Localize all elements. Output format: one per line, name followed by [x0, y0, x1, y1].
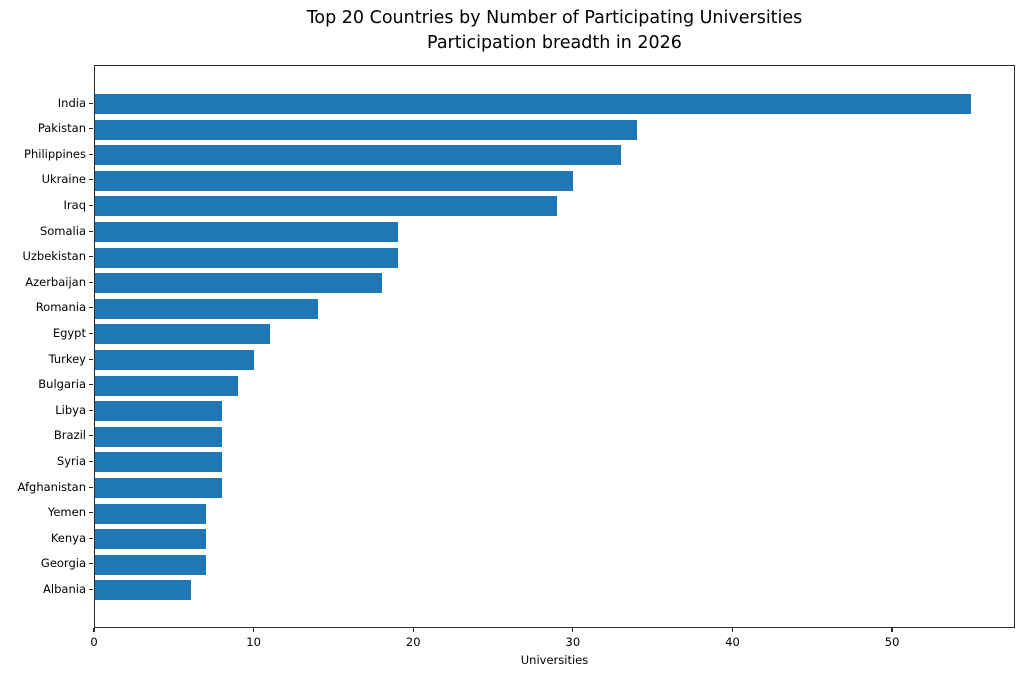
ytick-label-afghanistan: Afghanistan [17, 479, 86, 494]
bar-afghanistan [95, 478, 223, 498]
bar-somalia [95, 222, 398, 242]
bar-georgia [95, 554, 207, 575]
ytick-mark-india [89, 102, 93, 104]
chart-title-block: Top 20 Countries by Number of Participat… [94, 6, 1015, 56]
ytick-label-india: India [57, 95, 86, 110]
ytick-mark-georgia [89, 563, 93, 565]
plot-area [94, 65, 1015, 628]
ytick-mark-azerbaijan [89, 281, 93, 283]
ytick-label-brazil: Brazil [53, 428, 86, 443]
ytick-mark-iraq [89, 204, 93, 207]
bar-ukraine [95, 170, 573, 191]
bar-yemen [95, 503, 207, 524]
xtick-label-0: 0 [90, 635, 98, 649]
ytick-mark-libya [89, 409, 93, 411]
xtick-mark-30 [572, 628, 574, 632]
ytick-mark-afghanistan [89, 486, 93, 488]
bar-albania [95, 580, 191, 601]
ytick-label-kenya: Kenya [50, 530, 86, 545]
bar-romania [95, 298, 318, 319]
bar-libya [95, 401, 223, 422]
xtick-label-40: 40 [725, 635, 740, 649]
bar-syria [95, 452, 223, 473]
chart-title: Top 20 Countries by Number of Participat… [306, 8, 803, 28]
ytick-mark-somalia [89, 230, 93, 232]
xtick-mark-20 [412, 628, 414, 632]
bar-pakistan [95, 119, 637, 140]
bar-philippines [95, 145, 621, 166]
ytick-label-libya: Libya [55, 402, 86, 417]
ytick-label-syria: Syria [56, 453, 86, 468]
xtick-mark-10 [253, 628, 255, 632]
xtick-mark-50 [891, 628, 893, 632]
bar-uzbekistan [95, 247, 398, 268]
ytick-mark-pakistan [89, 128, 93, 130]
ytick-mark-yemen [89, 512, 93, 514]
ytick-mark-syria [89, 460, 93, 463]
bar-turkey [95, 350, 255, 370]
ytick-mark-kenya [89, 537, 93, 539]
xtick-mark-40 [731, 628, 734, 632]
ytick-mark-turkey [89, 358, 93, 360]
ytick-label-turkey: Turkey [48, 351, 86, 366]
ytick-label-albania: Albania [43, 581, 86, 596]
xtick-mark-0 [93, 628, 95, 632]
ytick-label-somalia: Somalia [39, 223, 86, 238]
xtick-label-20: 20 [405, 635, 421, 649]
chart-subtitle: Participation breadth in 2026 [427, 33, 682, 53]
ytick-label-philippines: Philippines [24, 146, 86, 161]
ytick-mark-egypt [89, 332, 93, 335]
bar-iraq [95, 196, 557, 217]
ytick-mark-ukraine [89, 179, 93, 181]
ytick-mark-albania [89, 588, 93, 591]
ytick-label-bulgaria: Bulgaria [38, 377, 86, 392]
ytick-mark-romania [89, 307, 93, 309]
xtick-label-30: 30 [565, 635, 581, 649]
ytick-mark-bulgaria [89, 384, 93, 386]
ytick-mark-uzbekistan [89, 256, 93, 258]
xtick-label-10: 10 [246, 635, 261, 649]
bar-egypt [95, 324, 271, 345]
x-axis-label: Universities [520, 653, 589, 667]
ytick-mark-philippines [89, 153, 93, 155]
ytick-mark-brazil [89, 435, 93, 437]
bar-india [95, 94, 971, 114]
bar-bulgaria [95, 375, 239, 396]
ytick-label-iraq: Iraq [63, 197, 86, 212]
bar-kenya [95, 529, 207, 550]
ytick-label-egypt: Egypt [52, 325, 86, 340]
ytick-label-uzbekistan: Uzbekistan [22, 249, 86, 264]
bar-azerbaijan [95, 273, 382, 294]
xtick-label-50: 50 [884, 635, 900, 649]
ytick-label-ukraine: Ukraine [41, 172, 86, 187]
ytick-label-yemen: Yemen [47, 505, 86, 520]
bar-brazil [95, 426, 223, 447]
ytick-label-azerbaijan: Azerbaijan [25, 274, 86, 289]
ytick-label-georgia: Georgia [40, 556, 86, 571]
ytick-label-romania: Romania [35, 300, 86, 315]
ytick-label-pakistan: Pakistan [37, 121, 86, 136]
